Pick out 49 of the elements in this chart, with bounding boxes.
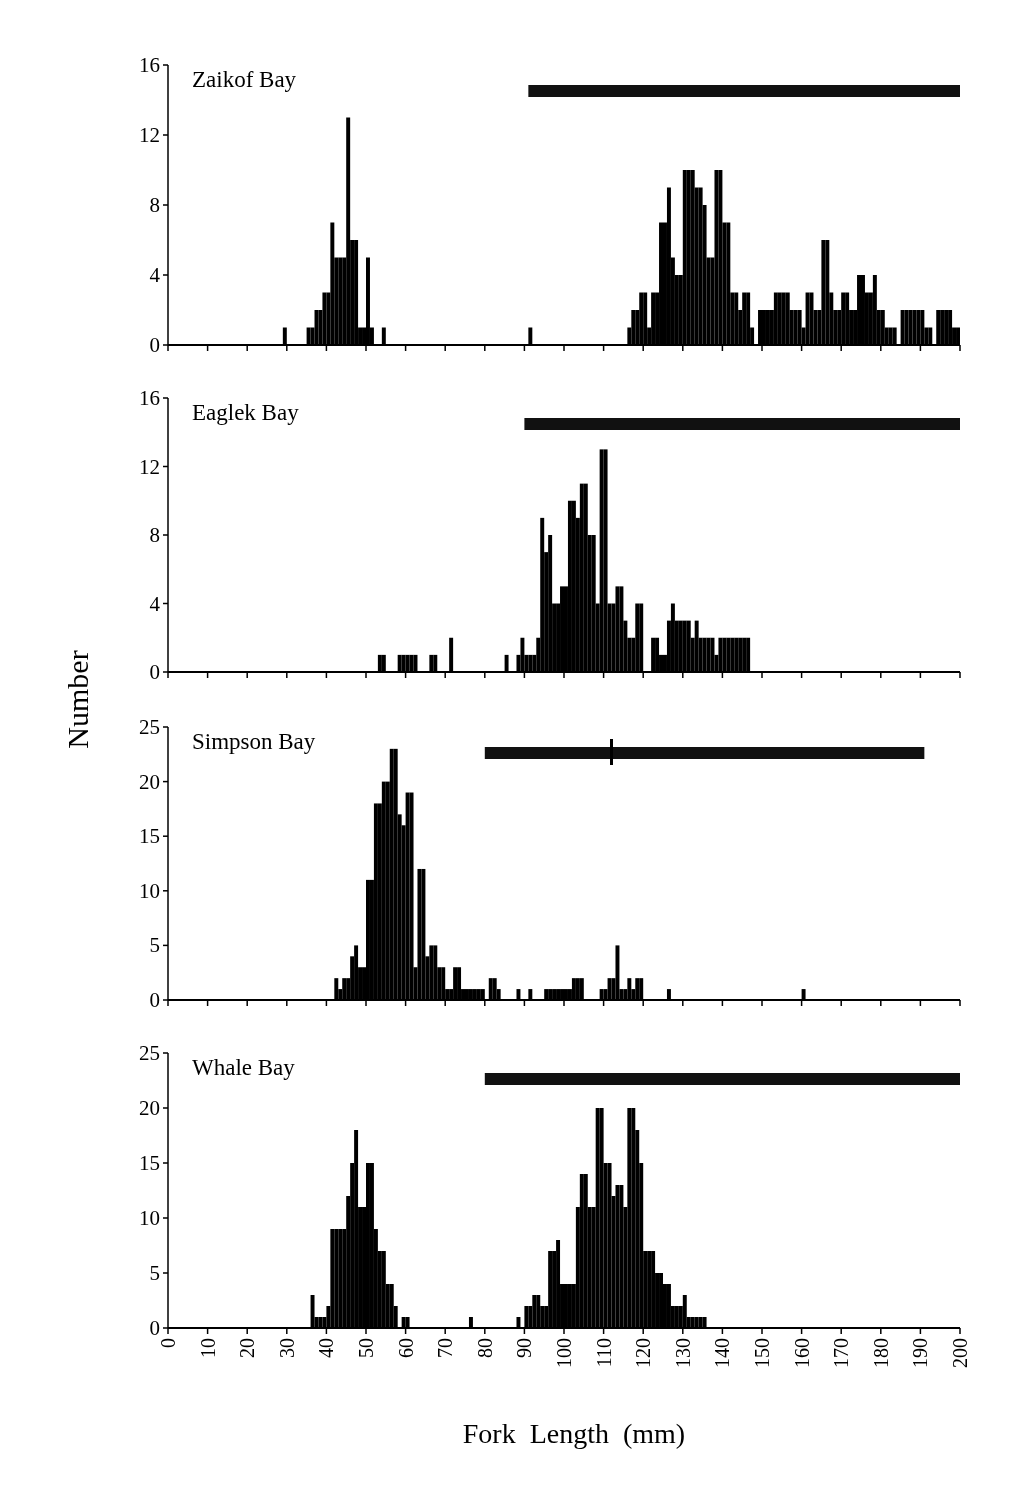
x-tick-label: 150 xyxy=(751,1338,773,1368)
chart-title: Eaglek Bay xyxy=(192,400,300,425)
y-tick-label: 0 xyxy=(149,1316,160,1340)
y-tick-label: 0 xyxy=(149,333,160,357)
y-tick-label: 15 xyxy=(139,1151,160,1175)
x-tick-label: 90 xyxy=(513,1338,536,1358)
y-tick-label: 8 xyxy=(149,193,160,217)
x-tick-label: 110 xyxy=(592,1338,615,1368)
x-tick-label: 70 xyxy=(434,1338,457,1358)
y-tick-label: 20 xyxy=(139,1096,160,1120)
x-tick-label: 120 xyxy=(632,1338,655,1368)
x-tick-label: 170 xyxy=(830,1338,853,1368)
x-tick-label: 190 xyxy=(909,1338,932,1368)
x-tick-label: 200 xyxy=(949,1338,971,1368)
chart-title: Whale Bay xyxy=(192,1055,296,1080)
y-tick-label: 25 xyxy=(139,1041,160,1065)
x-tick-label: 130 xyxy=(671,1338,694,1368)
x-tick-label: 0 xyxy=(157,1338,179,1348)
x-tick-label: 50 xyxy=(355,1338,377,1358)
y-tick-label: 0 xyxy=(149,660,160,684)
y-tick-label: 12 xyxy=(139,123,160,147)
x-tick-label: 160 xyxy=(790,1338,813,1368)
chart-title: Zaikof Bay xyxy=(192,67,297,92)
x-tick-label: 10 xyxy=(196,1338,219,1358)
chart-title: Simpson Bay xyxy=(192,729,316,754)
x-tick-label: 100 xyxy=(553,1338,575,1368)
x-tick-label: 140 xyxy=(711,1338,734,1368)
y-tick-label: 20 xyxy=(139,769,160,794)
x-tick-label: 20 xyxy=(236,1338,259,1358)
y-tick-label: 15 xyxy=(139,824,160,849)
y-tick-label: 8 xyxy=(149,523,160,547)
y-tick-label: 10 xyxy=(139,878,160,903)
y-tick-label: 5 xyxy=(149,933,160,958)
y-tick-label: 4 xyxy=(149,263,161,287)
y-tick-label: 10 xyxy=(139,1206,160,1230)
x-axis-title: Fork Length (mm) xyxy=(462,1418,686,1449)
y-tick-label: 5 xyxy=(149,1261,160,1285)
y-tick-label: 25 xyxy=(139,715,160,739)
x-tick-label: 30 xyxy=(275,1338,298,1358)
y-axis-title: Number xyxy=(61,650,94,749)
y-tick-label: 12 xyxy=(139,454,160,479)
y-tick-label: 16 xyxy=(139,53,160,77)
y-tick-label: 4 xyxy=(149,591,161,616)
y-tick-label: 0 xyxy=(149,988,160,1012)
x-tick-label: 60 xyxy=(394,1338,417,1358)
x-tick-label: 80 xyxy=(473,1338,496,1358)
y-tick-label: 16 xyxy=(139,386,160,410)
x-tick-label: 40 xyxy=(315,1338,338,1358)
x-tick-label: 180 xyxy=(869,1338,892,1368)
